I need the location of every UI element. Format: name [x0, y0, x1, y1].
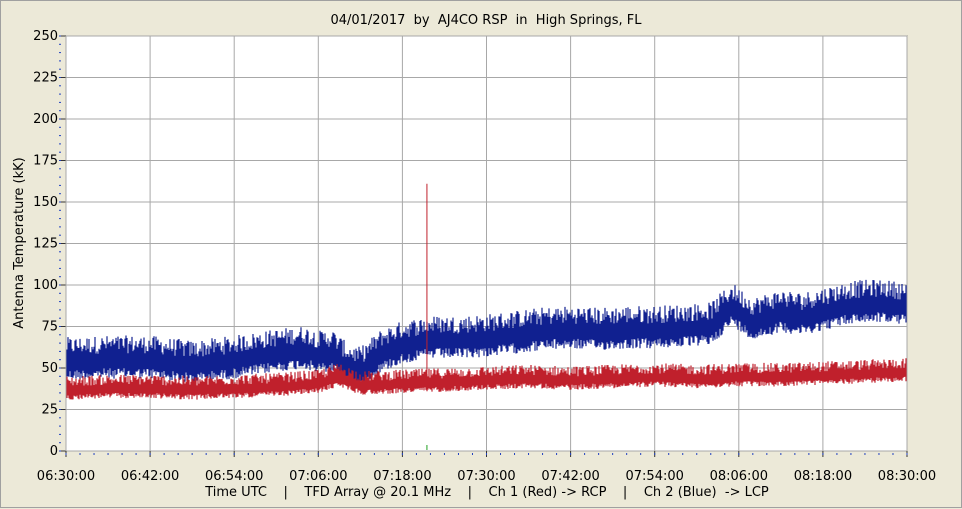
minor-ticks [59, 35, 908, 455]
y-tick-label: 150 [33, 195, 58, 210]
series-ch2-blue [66, 279, 907, 389]
x-axis-label: Time UTC | TFD Array @ 20.1 MHz | Ch 1 (… [204, 485, 769, 500]
y-tick-label: 100 [33, 278, 58, 293]
y-tick-label: 175 [33, 154, 58, 169]
y-tick-label: 250 [33, 29, 58, 44]
y-tick-labels: 0 25 50 75 100 125 150 175 200 225 250 [33, 29, 58, 459]
chart-title: 04/01/2017 by AJ4CO RSP in High Springs,… [330, 13, 642, 28]
x-tick-label: 06:42:00 [121, 469, 179, 484]
y-axis-label: Antenna Temperature (kK) [12, 157, 27, 328]
y-tick-label: 200 [33, 112, 58, 127]
y-tick-label: 25 [41, 403, 58, 418]
x-tick-labels: 06:30:00 06:42:00 06:54:00 07:06:00 07:18:00… [37, 469, 936, 484]
y-tick-label: 125 [33, 237, 58, 252]
y-tick-label: 225 [33, 71, 58, 86]
x-tick-label: 08:18:00 [794, 469, 852, 484]
series-layer [66, 183, 907, 450]
y-tick-label: 75 [41, 320, 58, 335]
x-tick-label: 08:30:00 [878, 469, 936, 484]
x-tick-label: 06:30:00 [37, 469, 95, 484]
series-ch1-red [66, 358, 907, 400]
x-tick-label: 07:42:00 [541, 469, 599, 484]
y-tick-label: 0 [50, 444, 58, 459]
series-trace [66, 358, 907, 400]
y-tick-label: 50 [41, 361, 58, 376]
x-tick-label: 07:54:00 [626, 469, 684, 484]
x-tick-label: 07:18:00 [373, 469, 431, 484]
x-tick-label: 06:54:00 [205, 469, 263, 484]
x-tick-label: 07:30:00 [457, 469, 515, 484]
series-trace [66, 279, 907, 389]
x-tick-label: 08:06:00 [710, 469, 768, 484]
x-tick-label: 07:06:00 [289, 469, 347, 484]
